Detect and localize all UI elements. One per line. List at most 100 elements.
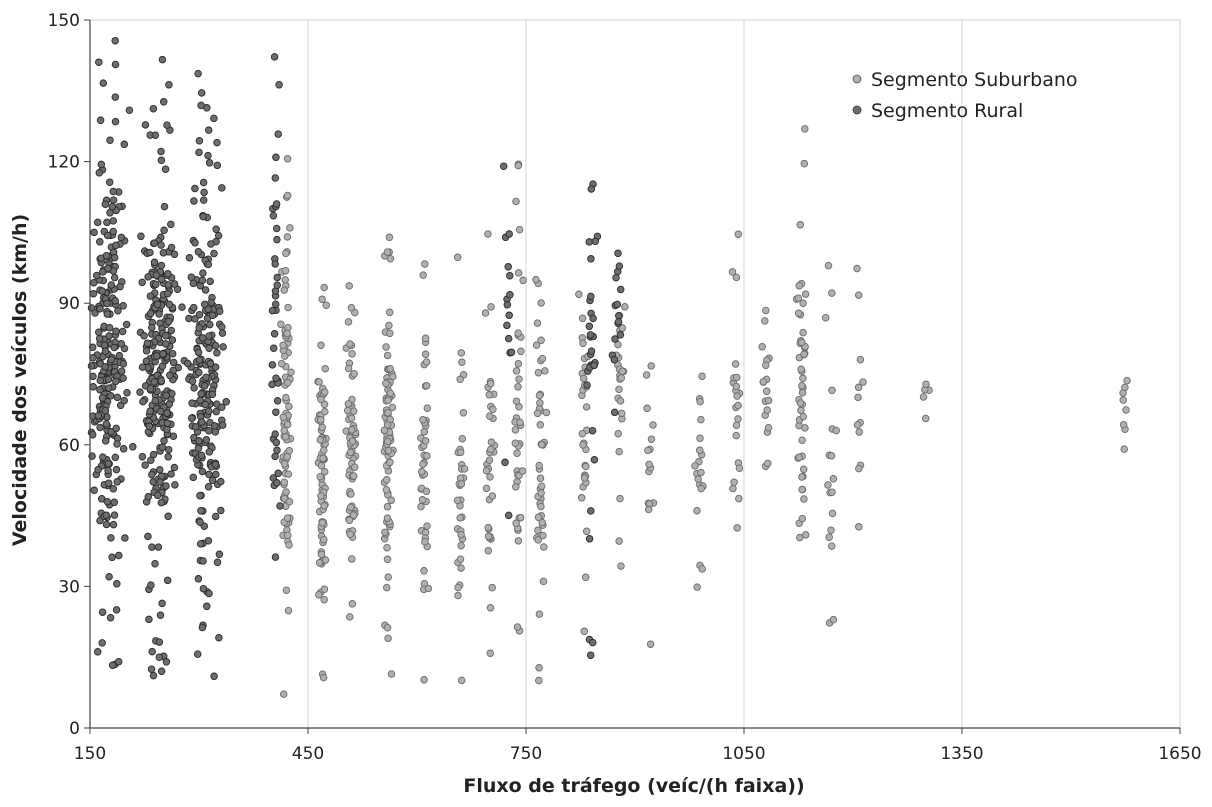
data-point — [644, 505, 653, 514]
data-point — [536, 399, 544, 407]
data-point — [206, 359, 215, 368]
data-point — [799, 412, 808, 421]
data-point — [140, 332, 148, 340]
data-point — [90, 228, 98, 237]
data-point — [110, 343, 118, 352]
x-tick-label-450: 450 — [292, 744, 324, 764]
data-point — [98, 287, 107, 295]
data-point — [191, 423, 200, 431]
data-point — [195, 356, 204, 364]
data-point — [1121, 383, 1129, 392]
data-point — [204, 126, 213, 134]
data-point — [734, 415, 742, 423]
data-point — [269, 344, 278, 352]
data-point — [164, 512, 172, 521]
data-point — [89, 354, 97, 362]
data-point — [213, 161, 222, 170]
data-point — [618, 367, 627, 376]
data-point — [489, 405, 497, 414]
data-point — [458, 434, 467, 443]
data-point — [164, 269, 172, 278]
data-point — [102, 520, 111, 529]
data-point — [123, 388, 131, 397]
data-point — [514, 383, 522, 391]
data-point — [487, 303, 495, 311]
data-point — [457, 676, 466, 685]
data-point — [200, 382, 209, 390]
data-point — [146, 292, 155, 300]
data-point — [218, 403, 226, 411]
data-point — [121, 534, 129, 542]
data-point — [191, 315, 199, 323]
data-point — [854, 393, 862, 402]
data-point — [459, 409, 468, 417]
data-point — [189, 279, 198, 288]
data-point — [585, 322, 594, 331]
data-point — [101, 200, 110, 208]
data-point — [279, 413, 288, 422]
data-point — [764, 423, 773, 432]
data-point — [272, 153, 280, 162]
data-point — [111, 117, 120, 126]
data-point — [277, 320, 285, 328]
data-point — [512, 367, 521, 375]
y-tick-label-120: 120 — [48, 153, 80, 173]
data-point — [103, 497, 112, 506]
data-point — [501, 458, 509, 467]
data-point — [418, 496, 427, 504]
data-point — [168, 349, 177, 358]
data-point — [349, 511, 358, 519]
data-point — [152, 271, 161, 279]
data-point — [271, 430, 279, 438]
data-point — [167, 470, 175, 478]
data-point — [118, 327, 127, 336]
data-point — [540, 543, 548, 551]
data-point — [283, 329, 291, 338]
data-point — [504, 334, 513, 343]
data-point — [148, 543, 156, 551]
data-point — [421, 437, 430, 445]
data-point — [761, 317, 769, 325]
data-point — [828, 386, 836, 395]
data-point — [119, 302, 127, 310]
data-point — [104, 264, 112, 273]
data-point — [166, 371, 174, 380]
data-point — [922, 380, 930, 388]
data-point — [109, 485, 118, 493]
data-point — [316, 472, 324, 481]
data-point — [103, 218, 111, 227]
data-point — [798, 436, 806, 444]
data-point — [386, 458, 394, 467]
data-point — [828, 488, 836, 496]
data-point — [194, 247, 203, 256]
data-point — [488, 583, 496, 592]
data-point — [537, 489, 545, 497]
data-point — [423, 522, 431, 530]
data-point — [454, 583, 462, 592]
data-point — [107, 355, 116, 364]
data-point — [504, 511, 513, 520]
data-point — [798, 473, 806, 481]
data-point — [384, 446, 393, 455]
data-point — [198, 418, 206, 426]
data-point — [587, 507, 595, 515]
data-point — [728, 268, 737, 276]
data-point — [320, 446, 328, 454]
data-point — [735, 464, 744, 472]
data-point — [170, 250, 179, 259]
data-point — [211, 363, 220, 371]
data-point — [537, 482, 546, 490]
data-point — [157, 377, 165, 385]
data-point — [269, 211, 278, 220]
data-point — [157, 147, 165, 156]
data-point — [101, 437, 110, 445]
data-point — [349, 407, 358, 415]
data-point — [111, 453, 120, 462]
data-point — [587, 255, 595, 263]
data-point — [580, 627, 589, 636]
data-point — [799, 299, 807, 307]
data-point — [157, 498, 166, 507]
data-point — [106, 392, 115, 400]
data-point — [218, 184, 226, 192]
data-point — [454, 591, 462, 600]
